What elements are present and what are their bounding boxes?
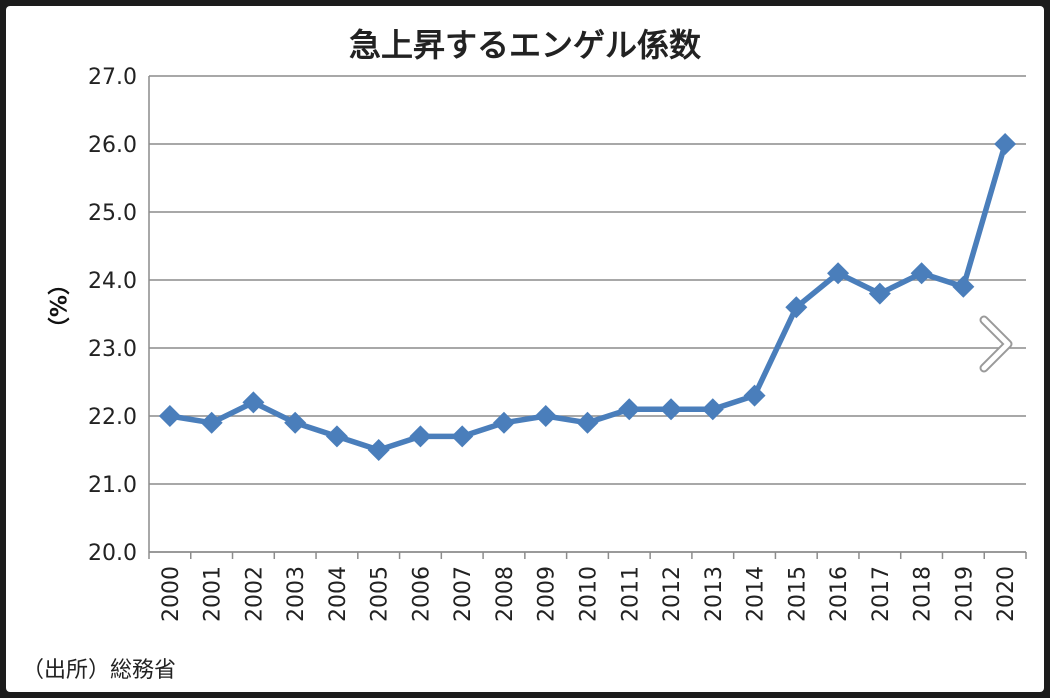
x-tick-label: 2005 [368,566,393,622]
y-tick-label: 20.0 [88,541,137,566]
x-tick-label: 2007 [451,566,476,622]
data-point-marker [827,262,850,285]
x-tick-label: 2017 [869,566,894,622]
source-note: （出所）総務省 [22,658,177,683]
data-point-marker [284,411,307,434]
data-point-marker [158,405,181,427]
data-point-marker [576,411,599,434]
y-tick-label: 25.0 [88,201,137,226]
x-tick-label: 2013 [702,566,727,622]
chart-frame: 急上昇するエンゲル係数 20.0 21.0 22.0 23.0 24.0 25.0 26.0… [6,6,1044,692]
y-tick-label: 27.0 [88,65,137,90]
data-point-marker [534,405,557,427]
x-tick-label: 2014 [744,566,769,622]
data-point-marker [325,425,348,448]
data-point-marker [994,133,1017,155]
data-point-marker [451,425,474,448]
chart-title: 急上昇するエンゲル係数 [348,26,701,64]
data-point-marker [242,391,265,414]
chevron-right-icon[interactable] [974,314,1018,374]
data-point-marker [785,296,808,319]
x-tick-label: 2010 [577,566,602,622]
x-tick-label: 2003 [284,566,309,622]
data-point-marker [743,384,766,407]
line-chart: 20.0 21.0 22.0 23.0 24.0 25.0 26.0 27.0 2000 2001… [44,65,1027,622]
x-tick-label: 2009 [535,566,560,622]
x-tick-label: 2011 [618,566,643,622]
data-point-marker [701,398,724,421]
data-point-marker [660,398,683,421]
data-point-marker [618,398,641,421]
data-point-marker [200,411,223,434]
x-tick-label: 2006 [409,566,434,622]
x-tick-label: 2004 [326,566,351,622]
x-tick-label: 2019 [952,566,977,622]
x-tick-label: 2002 [242,566,267,622]
x-tick-label: 2018 [911,566,936,622]
data-point-marker [868,282,891,305]
x-tick-label: 2008 [493,566,518,622]
data-point-marker [409,425,432,448]
x-tick-label: 2012 [660,566,685,622]
y-tick-label: 24.0 [88,269,137,294]
y-tick-label: 22.0 [88,405,137,430]
y-tick-label: 23.0 [88,337,137,362]
y-tick-label: 26.0 [88,133,137,158]
y-axis-label: （%） [44,273,69,339]
x-tick-label: 2000 [159,566,184,622]
x-tick-label: 2001 [201,566,226,622]
x-tick-label: 2020 [994,566,1019,622]
y-tick-label: 21.0 [88,473,137,498]
data-point-marker [367,439,390,461]
x-tick-label: 2016 [827,566,852,622]
data-point-marker [910,262,933,285]
data-point-marker [492,411,515,434]
x-tick-label: 2015 [785,566,810,622]
data-point-marker [952,275,975,298]
